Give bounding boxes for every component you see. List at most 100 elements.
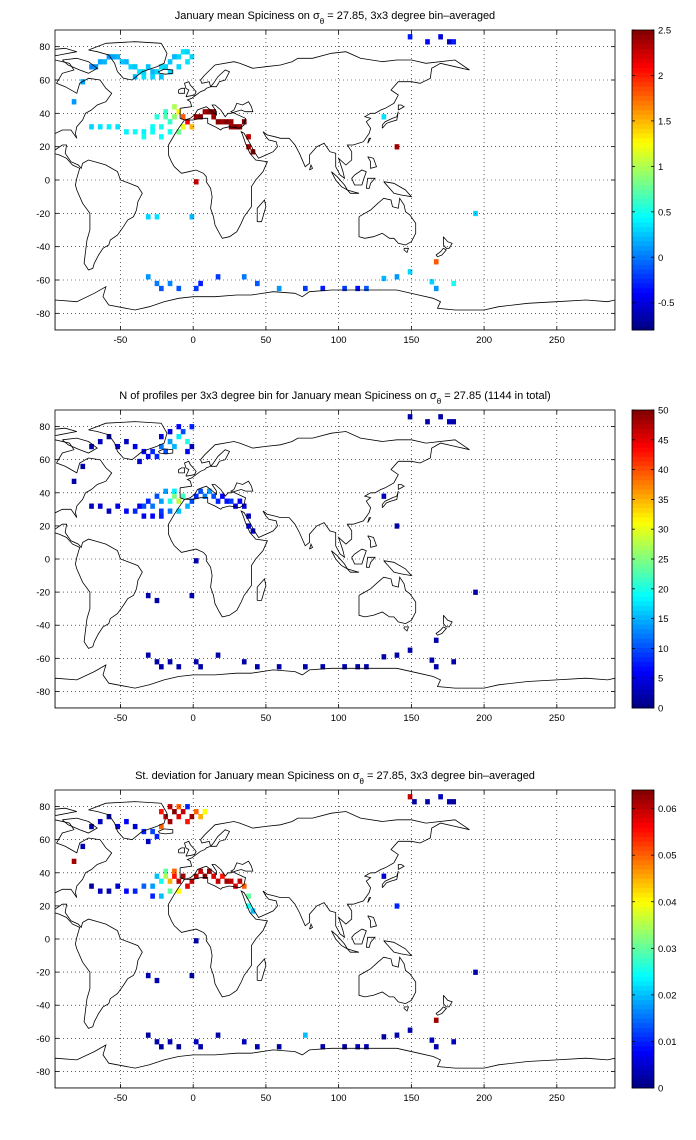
colorbar-swatch xyxy=(632,684,654,690)
colorbar-swatch xyxy=(632,212,654,218)
coastline xyxy=(62,437,98,454)
bin-cell xyxy=(198,1044,203,1050)
bin-cell xyxy=(159,513,164,519)
colorbar-swatch xyxy=(632,596,654,602)
bin-cell xyxy=(215,652,221,658)
bin-cell xyxy=(89,503,94,509)
bin-cell xyxy=(438,414,443,420)
bin-cell xyxy=(189,443,195,450)
bin-cell xyxy=(320,1044,326,1050)
bin-cell xyxy=(394,903,400,909)
bin-cell xyxy=(276,285,282,292)
bin-cell xyxy=(320,664,326,670)
bin-cell xyxy=(124,129,129,135)
bin-cell xyxy=(97,124,103,130)
coastline xyxy=(397,484,405,490)
bin-cell xyxy=(233,883,238,889)
colorbar-tick-label: 0.5 xyxy=(658,207,671,218)
x-tick-label: 0 xyxy=(191,713,196,724)
coastline xyxy=(435,247,447,258)
colorbar-swatch xyxy=(632,76,654,82)
colorbar-swatch xyxy=(632,915,654,921)
coastline xyxy=(178,87,185,94)
bin-cell xyxy=(246,144,251,150)
bin-cell xyxy=(381,1034,387,1040)
bin-cell xyxy=(141,129,147,135)
bin-cell xyxy=(71,99,77,105)
bin-cell xyxy=(167,129,173,135)
bin-cell xyxy=(154,1039,160,1045)
bin-cell xyxy=(246,523,251,529)
bin-cell xyxy=(172,493,177,499)
colorbar-swatch xyxy=(632,647,654,653)
bin-cell xyxy=(215,878,221,884)
colorbar-swatch xyxy=(632,493,654,499)
bin-cell xyxy=(145,498,151,504)
colorbar-swatch xyxy=(632,58,654,64)
bin-cell xyxy=(71,478,77,484)
bin-cell xyxy=(159,508,164,514)
bin-cell xyxy=(154,833,160,840)
colorbar-swatch xyxy=(632,642,654,648)
bin-cell xyxy=(115,883,121,889)
colorbar-swatch xyxy=(632,410,654,416)
bin-cell xyxy=(250,149,256,155)
bin-cell xyxy=(150,448,155,455)
bin-cell xyxy=(172,868,177,874)
bin-cell xyxy=(167,1039,173,1045)
colorbar-swatch xyxy=(632,451,654,457)
colorbar-swatch xyxy=(632,48,654,54)
colorbar-swatch xyxy=(632,952,654,959)
y-tick-label: 60 xyxy=(39,76,50,87)
colorbar-swatch xyxy=(632,1064,654,1070)
y-tick-label: 80 xyxy=(39,802,50,813)
y-tick-label: -60 xyxy=(36,654,50,665)
bin-cell xyxy=(106,814,112,820)
colorbar-swatch xyxy=(632,906,654,912)
colorbar-swatch xyxy=(632,948,654,954)
colorbar-swatch xyxy=(632,577,654,583)
y-tick-label: 20 xyxy=(39,901,50,912)
coastline xyxy=(358,197,417,246)
bin-cell xyxy=(132,129,138,135)
bin-cell xyxy=(163,448,169,455)
colorbar-swatch xyxy=(632,189,654,195)
bin-cell xyxy=(159,893,164,899)
colorbar-swatch xyxy=(632,123,654,129)
colorbar-swatch xyxy=(632,53,654,59)
bin-cell xyxy=(176,878,182,884)
bin-cell xyxy=(224,119,230,125)
bin-cell xyxy=(342,285,347,292)
y-tick-label: -20 xyxy=(36,209,50,220)
y-tick-label: 40 xyxy=(39,109,50,120)
colorbar-swatch xyxy=(632,883,654,889)
colorbar-swatch xyxy=(632,222,654,228)
bin-cell xyxy=(211,493,217,499)
bin-cell xyxy=(185,59,190,65)
colorbar-swatch xyxy=(632,231,654,237)
colorbar-swatch xyxy=(632,521,654,527)
colorbar-swatch xyxy=(632,315,654,322)
colorbar-swatch xyxy=(632,147,654,153)
colorbar-swatch xyxy=(632,827,654,833)
coastline xyxy=(358,956,417,1005)
bin-cell xyxy=(189,814,195,820)
bin-cell xyxy=(193,1039,199,1045)
bin-cell xyxy=(145,838,151,845)
bin-cell xyxy=(89,124,94,130)
colorbar-swatch xyxy=(632,934,654,940)
colorbar-swatch xyxy=(632,990,654,996)
bin-cell xyxy=(150,828,155,835)
y-tick-label: -20 xyxy=(36,588,50,599)
colorbar-swatch xyxy=(632,180,654,186)
bin-cell xyxy=(241,883,247,889)
colorbar-swatch xyxy=(632,698,654,704)
bin-cell xyxy=(119,59,125,65)
bin-cell xyxy=(97,59,103,65)
colorbar-swatch xyxy=(632,873,654,879)
bin-cell xyxy=(198,664,203,670)
colorbar-swatch xyxy=(632,1008,654,1014)
colorbar-swatch xyxy=(632,559,654,565)
x-tick-label: 50 xyxy=(261,335,272,346)
bin-cell xyxy=(176,508,182,514)
